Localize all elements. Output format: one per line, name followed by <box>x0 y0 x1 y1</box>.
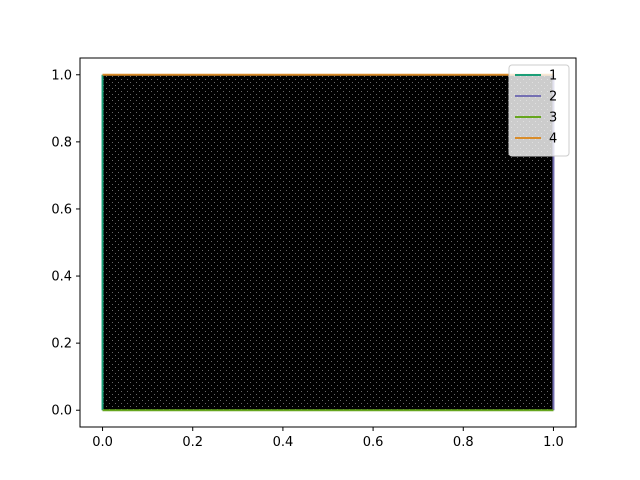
axes-frame <box>79 57 577 428</box>
legend-box <box>508 64 570 157</box>
x-tick-label: 0.4 <box>273 435 294 450</box>
y-tick-label: 0.0 <box>51 404 72 419</box>
x-axis: 0.0 0.2 0.4 0.6 0.8 1.0 <box>92 427 564 450</box>
y-axis: 0.0 0.2 0.4 0.6 0.8 1.0 <box>51 68 80 419</box>
y-tick-label: 0.6 <box>51 202 72 217</box>
legend: 1 2 3 4 <box>508 64 570 157</box>
y-tick-label: 0.8 <box>51 135 72 150</box>
x-tick-label: 0.8 <box>453 435 474 450</box>
legend-label-4: 4 <box>549 132 557 147</box>
x-tick-label: 1.0 <box>543 435 564 450</box>
x-tick-label: 0.2 <box>182 435 203 450</box>
y-tick-label: 0.2 <box>51 337 72 352</box>
legend-label-2: 2 <box>549 90 557 105</box>
y-tick-label: 1.0 <box>51 68 72 83</box>
legend-label-3: 3 <box>549 111 557 126</box>
x-tick-label: 0.0 <box>92 435 113 450</box>
mesh-fill <box>102 74 554 411</box>
y-tick-label: 0.4 <box>51 270 72 285</box>
x-tick-label: 0.6 <box>363 435 384 450</box>
legend-label-1: 1 <box>549 69 557 84</box>
